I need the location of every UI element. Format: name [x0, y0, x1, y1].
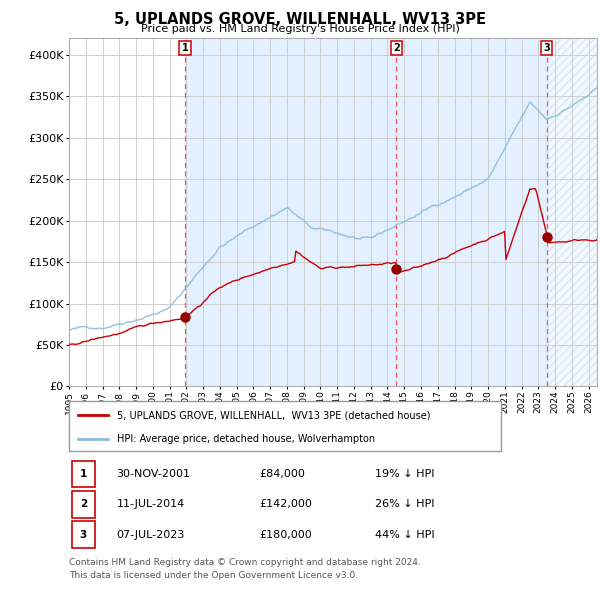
Text: 2: 2 — [393, 43, 400, 53]
Text: 07-JUL-2023: 07-JUL-2023 — [116, 530, 185, 540]
Text: 44% ↓ HPI: 44% ↓ HPI — [375, 530, 435, 540]
Text: 30-NOV-2001: 30-NOV-2001 — [116, 469, 191, 479]
Text: 19% ↓ HPI: 19% ↓ HPI — [375, 469, 435, 479]
Text: Price paid vs. HM Land Registry's House Price Index (HPI): Price paid vs. HM Land Registry's House … — [140, 24, 460, 34]
Text: Contains HM Land Registry data © Crown copyright and database right 2024.: Contains HM Land Registry data © Crown c… — [69, 558, 421, 566]
Text: 3: 3 — [80, 530, 87, 540]
Text: 5, UPLANDS GROVE, WILLENHALL,  WV13 3PE (detached house): 5, UPLANDS GROVE, WILLENHALL, WV13 3PE (… — [116, 410, 430, 420]
Text: 2: 2 — [80, 500, 87, 509]
Text: 1: 1 — [182, 43, 188, 53]
Text: 26% ↓ HPI: 26% ↓ HPI — [375, 500, 435, 509]
FancyBboxPatch shape — [71, 491, 95, 517]
FancyBboxPatch shape — [71, 461, 95, 487]
Text: £142,000: £142,000 — [259, 500, 312, 509]
FancyBboxPatch shape — [69, 401, 501, 451]
Text: 5, UPLANDS GROVE, WILLENHALL, WV13 3PE: 5, UPLANDS GROVE, WILLENHALL, WV13 3PE — [114, 12, 486, 27]
Text: 11-JUL-2014: 11-JUL-2014 — [116, 500, 185, 509]
Text: £180,000: £180,000 — [259, 530, 312, 540]
Text: 1: 1 — [80, 469, 87, 479]
FancyBboxPatch shape — [71, 522, 95, 548]
Text: 3: 3 — [544, 43, 550, 53]
Bar — [547, 38, 597, 386]
Text: £84,000: £84,000 — [259, 469, 305, 479]
Text: HPI: Average price, detached house, Wolverhampton: HPI: Average price, detached house, Wolv… — [116, 434, 374, 444]
Bar — [185, 38, 547, 386]
Text: This data is licensed under the Open Government Licence v3.0.: This data is licensed under the Open Gov… — [69, 571, 358, 579]
